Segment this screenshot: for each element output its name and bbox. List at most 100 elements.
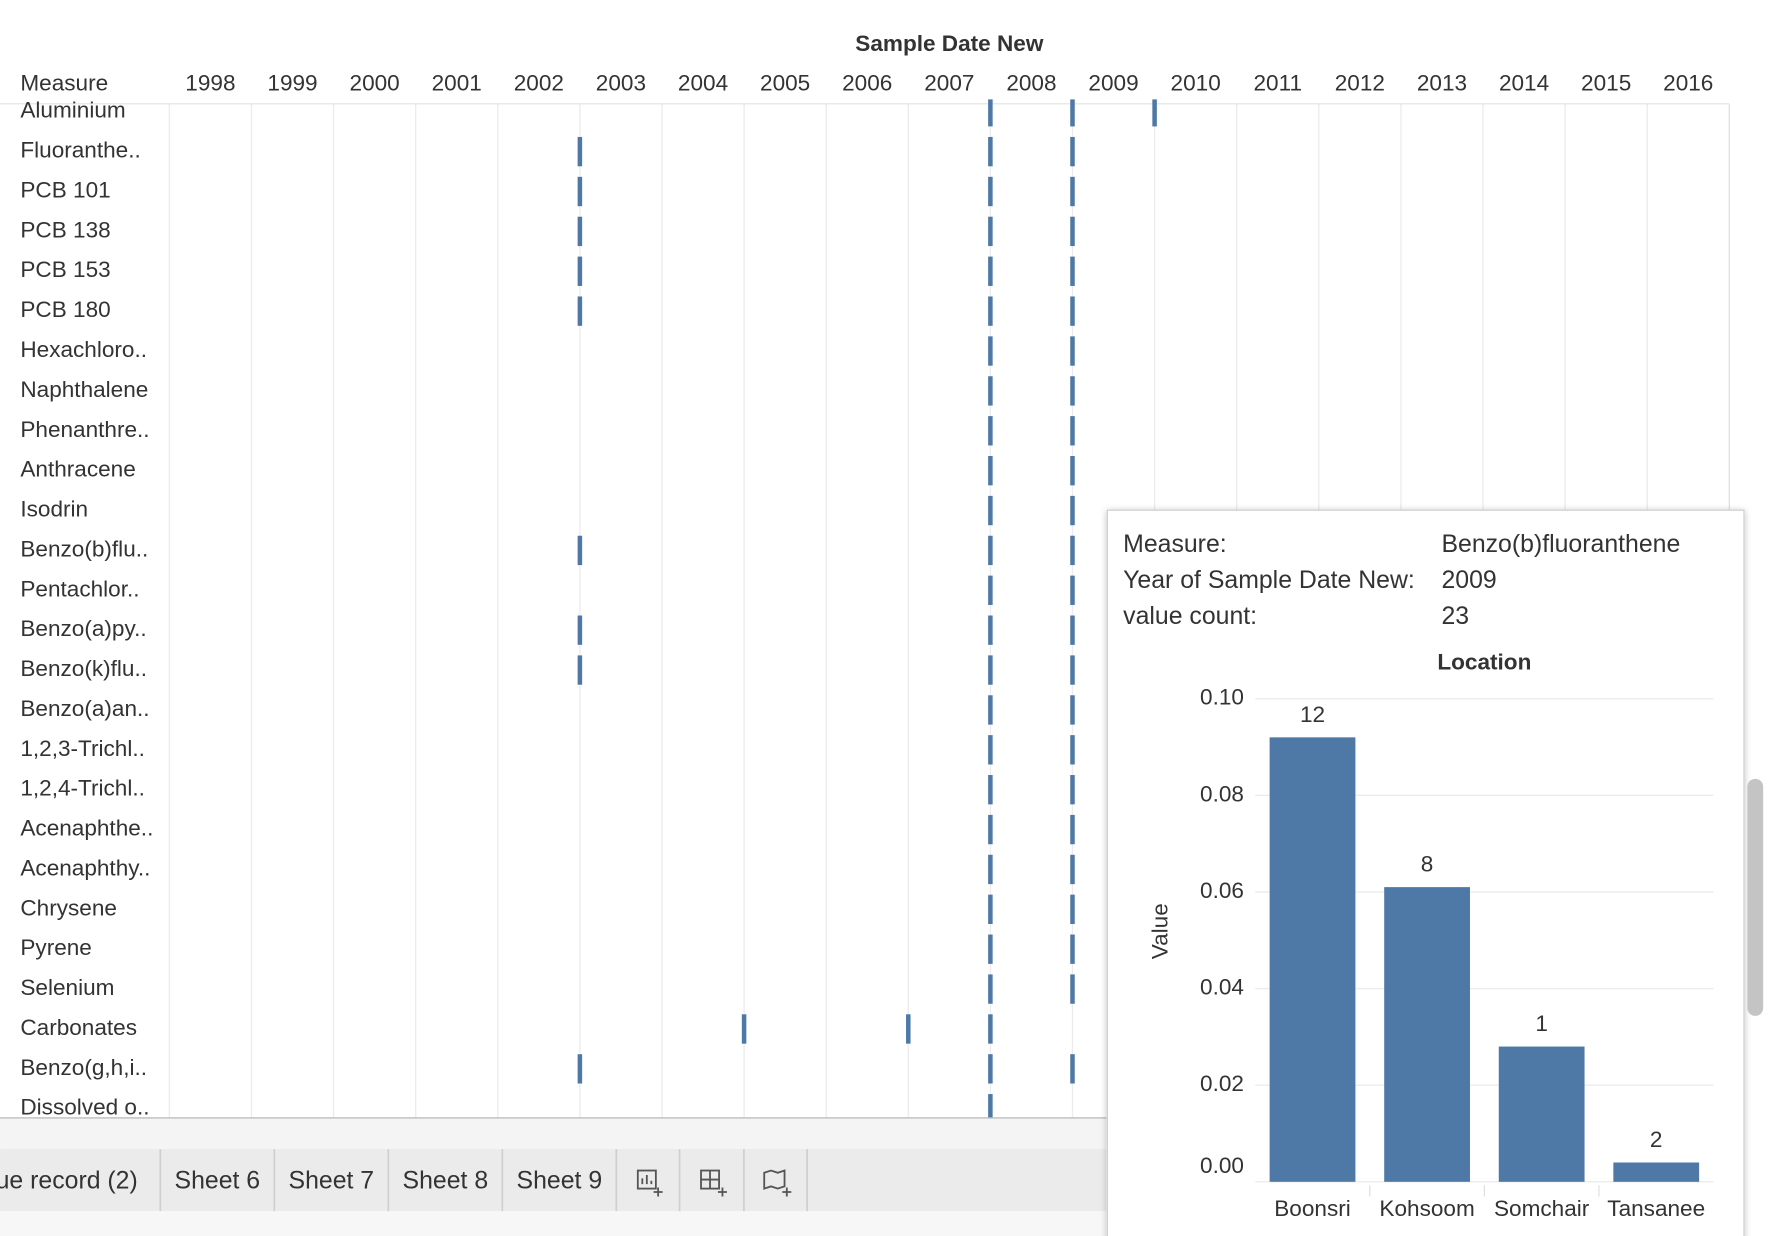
year-mark[interactable] bbox=[1070, 296, 1075, 326]
x-tick-label: 2010 bbox=[1171, 71, 1221, 96]
year-mark[interactable] bbox=[577, 296, 583, 326]
year-mark[interactable] bbox=[1070, 775, 1075, 805]
year-mark[interactable] bbox=[988, 97, 993, 127]
sheet-tab[interactable]: Sheet 7 bbox=[289, 1167, 375, 1194]
strip-chart: Sample Date New Measure 1998 1999 2000 2001 20… bbox=[0, 31, 1730, 1123]
bar-count-label: 2 bbox=[1650, 1127, 1663, 1152]
row-label: Isodrin bbox=[20, 497, 88, 522]
year-mark[interactable] bbox=[988, 455, 993, 486]
sheet-tab[interactable]: Sheet 8 bbox=[403, 1167, 489, 1194]
new-dashboard-icon[interactable] bbox=[700, 1169, 727, 1197]
new-story-icon[interactable] bbox=[763, 1169, 792, 1197]
year-mark[interactable] bbox=[988, 934, 993, 964]
scrollbar-thumb[interactable] bbox=[1747, 778, 1764, 1016]
year-mark[interactable] bbox=[577, 1054, 583, 1084]
row-label: Acenaphthy.. bbox=[20, 855, 150, 880]
year-mark[interactable] bbox=[988, 216, 993, 247]
year-mark[interactable] bbox=[988, 296, 993, 326]
year-mark[interactable] bbox=[577, 615, 583, 645]
year-mark[interactable] bbox=[988, 894, 993, 925]
year-mark[interactable] bbox=[988, 416, 993, 446]
year-mark[interactable] bbox=[988, 655, 993, 685]
row-label: Dissolved o.. bbox=[20, 1095, 149, 1120]
year-mark[interactable] bbox=[577, 216, 583, 247]
year-mark[interactable] bbox=[988, 775, 993, 805]
x-tick-label: 2005 bbox=[760, 71, 810, 96]
year-mark[interactable] bbox=[1070, 336, 1075, 366]
year-mark[interactable] bbox=[1070, 216, 1075, 247]
x-tick-label: 2016 bbox=[1663, 71, 1713, 96]
sheet-tab[interactable]: Sheet 9 bbox=[517, 1167, 603, 1194]
year-mark[interactable] bbox=[1070, 655, 1075, 685]
year-mark[interactable] bbox=[577, 535, 583, 566]
x-tick-label: 1999 bbox=[267, 71, 317, 96]
year-mark[interactable] bbox=[988, 176, 993, 207]
year-mark[interactable] bbox=[1070, 256, 1075, 286]
year-mark[interactable] bbox=[988, 735, 993, 765]
year-mark[interactable] bbox=[1070, 416, 1075, 446]
year-mark[interactable] bbox=[1070, 735, 1075, 765]
year-mark[interactable] bbox=[1070, 535, 1075, 566]
year-mark[interactable] bbox=[1070, 176, 1075, 207]
row-label: Phenanthre.. bbox=[20, 417, 149, 442]
year-mark[interactable] bbox=[988, 136, 993, 167]
year-mark[interactable] bbox=[988, 615, 993, 645]
bar[interactable] bbox=[1498, 1046, 1585, 1182]
year-mark[interactable] bbox=[1070, 495, 1075, 526]
sheet-tab[interactable]: Sheet 6 bbox=[175, 1167, 261, 1194]
year-mark[interactable] bbox=[1070, 854, 1075, 885]
year-mark[interactable] bbox=[988, 575, 993, 605]
year-mark[interactable] bbox=[988, 376, 993, 406]
y-tick-label: 0.06 bbox=[1200, 878, 1244, 903]
year-mark[interactable] bbox=[988, 336, 993, 366]
year-mark[interactable] bbox=[1070, 974, 1075, 1004]
year-mark[interactable] bbox=[1070, 1054, 1075, 1084]
year-mark[interactable] bbox=[988, 256, 993, 286]
column-title: Sample Date New bbox=[855, 31, 1044, 56]
tooltip-label: Measure: bbox=[1123, 531, 1227, 558]
x-tick-label: 2003 bbox=[596, 71, 646, 96]
year-mark[interactable] bbox=[988, 1094, 993, 1123]
y-tick-label: 0.02 bbox=[1200, 1071, 1244, 1096]
x-tick-label: 1998 bbox=[185, 71, 235, 96]
year-mark[interactable] bbox=[1070, 97, 1075, 127]
year-mark[interactable] bbox=[1152, 97, 1157, 127]
row-label: Anthracene bbox=[20, 457, 135, 482]
tab-bar: ue record (2) Sheet 6 Sheet 7 Sheet 8 Sheet … bbox=[0, 1118, 1107, 1236]
x-tick-label: 2014 bbox=[1499, 71, 1549, 96]
year-mark[interactable] bbox=[988, 535, 993, 566]
new-worksheet-icon[interactable] bbox=[636, 1169, 663, 1197]
year-mark[interactable] bbox=[906, 1014, 911, 1044]
year-mark[interactable] bbox=[988, 974, 993, 1004]
bar-count-label: 12 bbox=[1300, 702, 1325, 727]
year-mark[interactable] bbox=[577, 655, 583, 685]
year-mark[interactable] bbox=[988, 1054, 993, 1084]
bar[interactable] bbox=[1384, 887, 1470, 1182]
year-mark[interactable] bbox=[1070, 934, 1075, 964]
y-axis-label: Value bbox=[1148, 903, 1173, 959]
year-mark[interactable] bbox=[577, 176, 583, 207]
year-mark[interactable] bbox=[1070, 455, 1075, 486]
bar[interactable] bbox=[1613, 1162, 1700, 1182]
year-mark[interactable] bbox=[1070, 615, 1075, 645]
year-mark[interactable] bbox=[1070, 376, 1075, 406]
bar[interactable] bbox=[1269, 737, 1356, 1182]
year-mark[interactable] bbox=[1070, 695, 1075, 725]
year-mark[interactable] bbox=[577, 136, 583, 167]
year-mark[interactable] bbox=[1070, 136, 1075, 167]
row-label: 1,2,3-Trichl.. bbox=[20, 736, 145, 761]
year-mark[interactable] bbox=[741, 1014, 747, 1044]
year-mark[interactable] bbox=[988, 1014, 993, 1044]
year-mark[interactable] bbox=[1070, 814, 1075, 845]
x-tick-label: 2001 bbox=[432, 71, 482, 96]
year-mark[interactable] bbox=[988, 495, 993, 526]
year-mark[interactable] bbox=[1070, 894, 1075, 925]
sheet-tab[interactable]: ue record (2) bbox=[0, 1167, 138, 1194]
row-label: Benzo(k)flu.. bbox=[20, 656, 147, 681]
year-mark[interactable] bbox=[988, 695, 993, 725]
year-mark[interactable] bbox=[988, 854, 993, 885]
year-mark[interactable] bbox=[1070, 575, 1075, 605]
y-tick-label: 0.08 bbox=[1200, 781, 1244, 806]
year-mark[interactable] bbox=[988, 814, 993, 845]
year-mark[interactable] bbox=[577, 256, 583, 286]
